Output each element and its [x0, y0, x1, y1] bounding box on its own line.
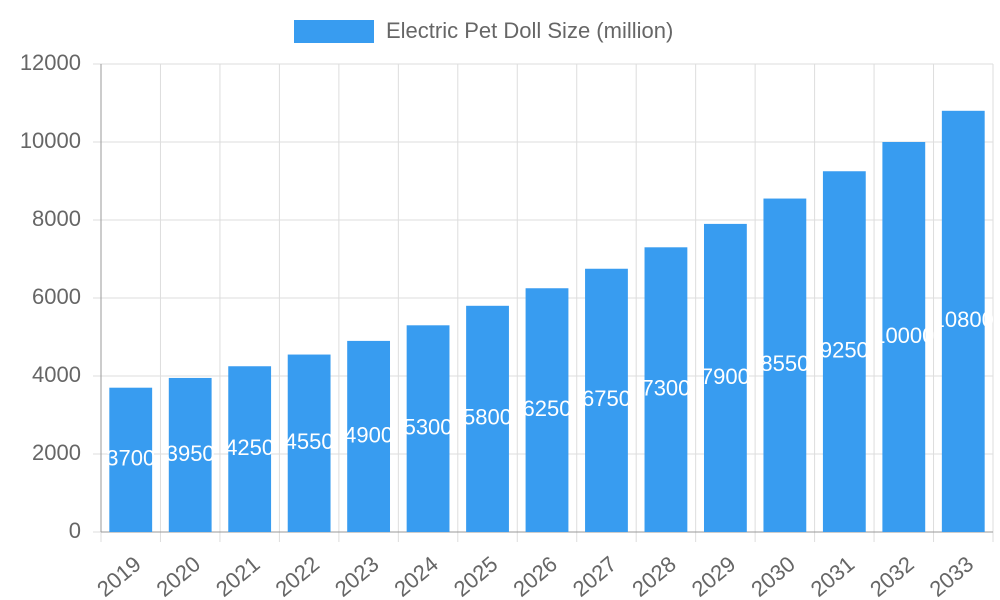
data-label: 5800: [463, 405, 512, 430]
y-tick-label: 12000: [20, 50, 81, 75]
data-label: 3950: [166, 441, 215, 466]
x-tick-label: 2031: [806, 551, 860, 600]
x-tick-label: 2022: [271, 551, 325, 600]
data-label: 6750: [582, 386, 631, 411]
bar: [822, 171, 866, 532]
legend-label: Electric Pet Doll Size (million): [386, 18, 673, 43]
x-tick-label: 2032: [865, 551, 919, 600]
x-tick-label: 2027: [568, 551, 622, 600]
y-tick-label: 0: [69, 518, 81, 543]
x-tick-label: 2033: [925, 551, 979, 600]
data-label: 10000: [873, 323, 934, 348]
data-label: 10800: [933, 307, 994, 332]
data-label: 4250: [225, 435, 274, 460]
x-tick-label: 2023: [330, 551, 384, 600]
bar: [644, 247, 688, 533]
x-tick-label: 2024: [389, 551, 443, 600]
data-label: 7900: [701, 364, 750, 389]
x-tick-label: 2019: [92, 551, 146, 600]
bar: [228, 366, 272, 532]
legend-swatch: [294, 20, 374, 43]
bar: [347, 340, 391, 532]
x-tick-label: 2020: [152, 551, 206, 600]
data-label: 7300: [641, 375, 690, 400]
data-label: 9250: [820, 337, 869, 362]
x-tick-label: 2030: [746, 551, 800, 600]
data-label: 3700: [106, 446, 155, 471]
x-tick-label: 2021: [211, 551, 265, 600]
data-label: 4550: [285, 429, 334, 454]
x-tick-label: 2026: [508, 551, 562, 600]
y-tick-label: 6000: [32, 284, 81, 309]
data-label: 4900: [344, 422, 393, 447]
y-tick-label: 10000: [20, 128, 81, 153]
y-tick-label: 4000: [32, 362, 81, 387]
bar: [466, 305, 509, 532]
data-label: 6250: [523, 396, 572, 421]
bar: [168, 377, 212, 532]
y-tick-label: 8000: [32, 206, 81, 231]
bar: [287, 354, 331, 532]
x-tick-label: 2029: [687, 551, 741, 600]
bar: [703, 223, 747, 532]
bar: [941, 110, 985, 533]
bar: [763, 198, 807, 533]
bar: [406, 325, 450, 532]
bar: [585, 268, 628, 532]
data-label: 5300: [404, 414, 453, 439]
bar: [882, 142, 926, 532]
data-label: 8550: [760, 351, 809, 376]
bar: [525, 288, 569, 532]
y-tick-label: 2000: [32, 440, 81, 465]
x-tick-label: 2028: [627, 551, 681, 600]
x-tick-label: 2025: [449, 551, 503, 600]
bar: [109, 387, 153, 532]
